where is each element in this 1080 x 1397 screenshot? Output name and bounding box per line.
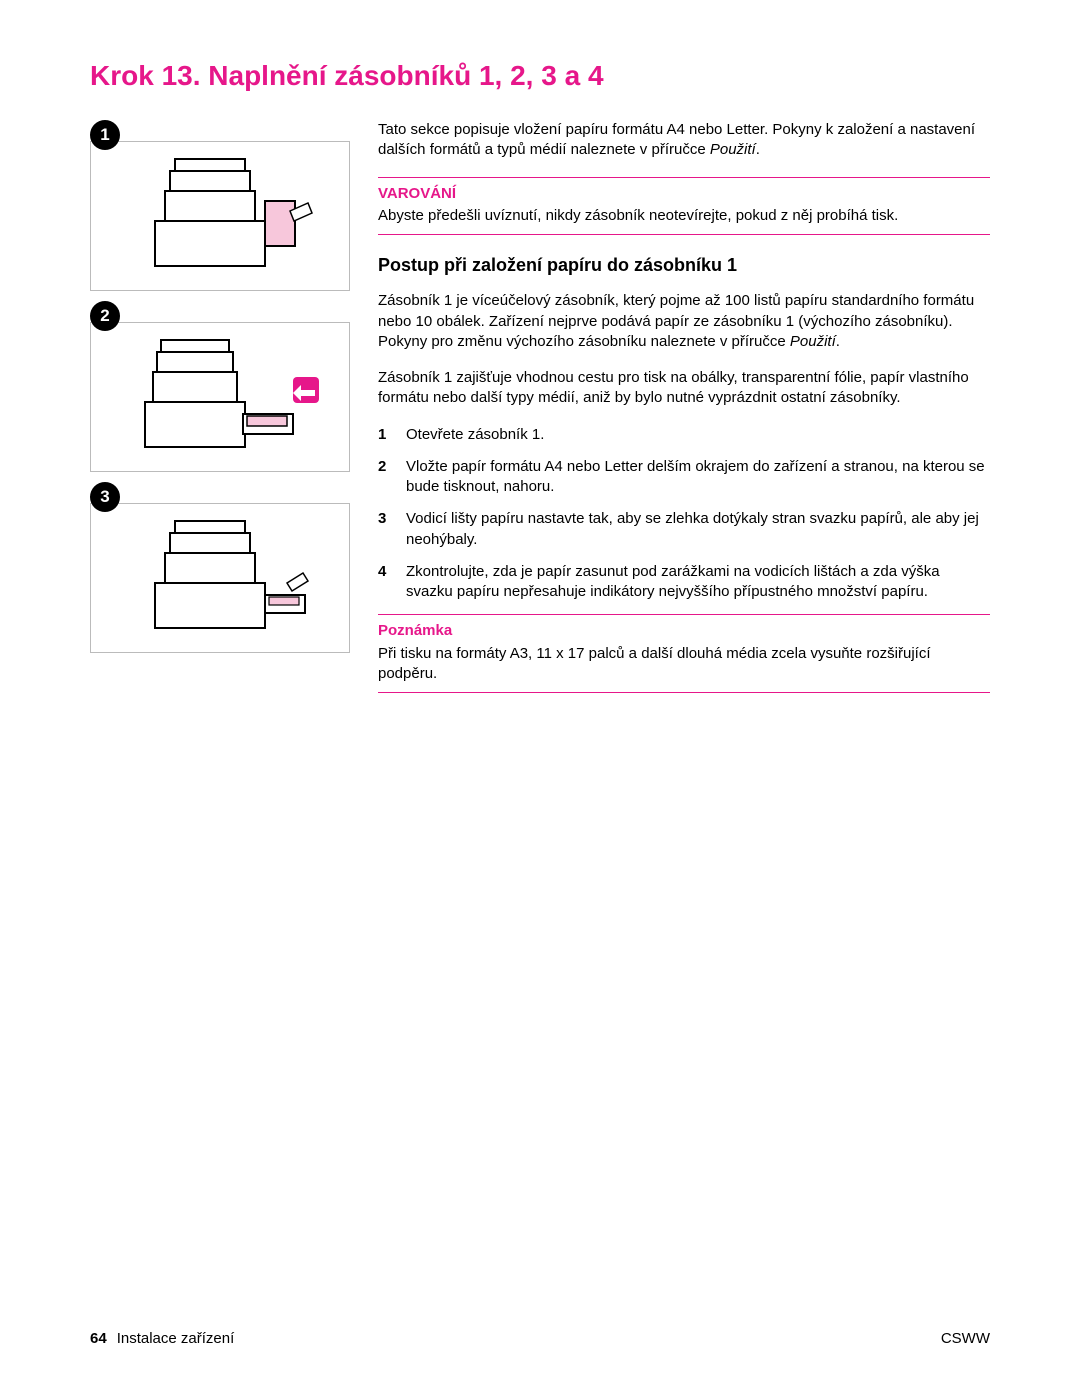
printer-icon (115, 332, 325, 462)
step-list: 1 Otevřete zásobník 1. 2 Vložte papír fo… (378, 425, 990, 603)
step-text: Vložte papír formátu A4 nebo Letter delš… (406, 457, 990, 498)
step-text: Zkontrolujte, zda je papír zasunut pod z… (406, 562, 990, 603)
footer-section: Instalace zařízení (117, 1330, 235, 1347)
step-badge-1: 1 (90, 120, 120, 150)
step-number: 2 (378, 457, 394, 498)
intro-text-1: Tato sekce popisuje vložení papíru formá… (378, 121, 975, 158)
warning-text: Abyste předešli uvíznutí, nikdy zásobník… (378, 206, 990, 226)
list-item: 2 Vložte papír formátu A4 nebo Letter de… (378, 457, 990, 498)
body-row: 1 2 (90, 120, 990, 709)
step-badge-2: 2 (90, 301, 120, 331)
text-column: Tato sekce popisuje vložení papíru formá… (378, 120, 990, 709)
step-number: 3 (378, 509, 394, 550)
footer-right: CSWW (941, 1330, 990, 1347)
note-label: Poznámka (378, 621, 990, 641)
step-text: Otevřete zásobník 1. (406, 425, 544, 445)
illustration-2: 2 (90, 301, 350, 472)
illustration-frame-3 (90, 503, 350, 653)
page-footer: 64 Instalace zařízení CSWW (90, 1330, 990, 1347)
step-number: 4 (378, 562, 394, 603)
printer-icon (115, 151, 325, 281)
footer-left: 64 Instalace zařízení (90, 1330, 234, 1347)
note-callout: Poznámka Při tisku na formáty A3, 11 x 1… (378, 614, 990, 693)
illustration-1: 1 (90, 120, 350, 291)
intro-paragraph: Tato sekce popisuje vložení papíru formá… (378, 120, 990, 161)
list-item: 3 Vodicí lišty papíru nastavte tak, aby … (378, 509, 990, 550)
para1-text-1: Zásobník 1 je víceúčelový zásobník, kter… (378, 292, 974, 350)
printer-icon (115, 513, 325, 643)
page: Krok 13. Naplnění zásobníků 1, 2, 3 a 4 … (0, 0, 1080, 1397)
subheading: Postup při založení papíru do zásobníku … (378, 253, 990, 277)
page-title: Krok 13. Naplnění zásobníků 1, 2, 3 a 4 (90, 60, 990, 92)
list-item: 1 Otevřete zásobník 1. (378, 425, 990, 445)
page-number: 64 (90, 1330, 107, 1347)
warning-callout: VAROVÁNÍ Abyste předešli uvíznutí, nikdy… (378, 177, 990, 236)
illustration-frame-1 (90, 141, 350, 291)
step-number: 1 (378, 425, 394, 445)
para1-italic: Použití (790, 333, 836, 350)
list-item: 4 Zkontrolujte, zda je papír zasunut pod… (378, 562, 990, 603)
step-badge-3: 3 (90, 482, 120, 512)
paragraph-2: Zásobník 1 zajišťuje vhodnou cestu pro t… (378, 368, 990, 409)
illustration-frame-2 (90, 322, 350, 472)
paragraph-1: Zásobník 1 je víceúčelový zásobník, kter… (378, 291, 990, 352)
intro-italic: Použití (710, 141, 756, 158)
warning-label: VAROVÁNÍ (378, 184, 990, 204)
note-text: Při tisku na formáty A3, 11 x 17 palců a… (378, 644, 990, 685)
illustration-column: 1 2 (90, 120, 350, 709)
intro-text-2: . (756, 141, 760, 158)
illustration-3: 3 (90, 482, 350, 653)
step-text: Vodicí lišty papíru nastavte tak, aby se… (406, 509, 990, 550)
para1-text-2: . (836, 333, 840, 350)
